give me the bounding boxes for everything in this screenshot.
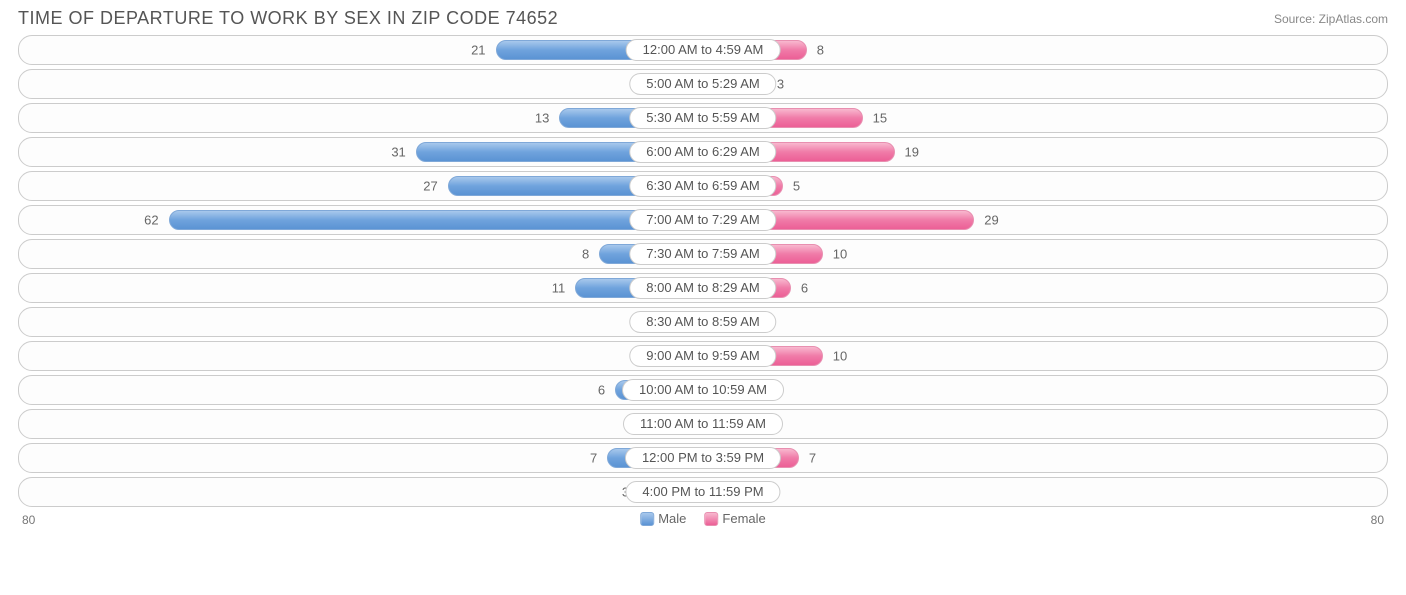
male-value-label: 21	[471, 43, 485, 58]
male-value-label: 8	[582, 247, 589, 262]
female-value-label: 10	[833, 349, 847, 364]
category-label: 11:00 AM to 11:59 AM	[623, 413, 783, 435]
male-half: 2	[19, 308, 703, 336]
chart-row: 31 19 6:00 AM to 6:29 AM	[18, 137, 1388, 167]
male-value-label: 27	[423, 179, 437, 194]
female-value-label: 8	[817, 43, 824, 58]
category-label: 5:30 AM to 5:59 AM	[629, 107, 776, 129]
male-value-label: 6	[598, 383, 605, 398]
chart-row: 62 29 7:00 AM to 7:29 AM	[18, 205, 1388, 235]
category-label: 8:00 AM to 8:29 AM	[629, 277, 776, 299]
chart-source: Source: ZipAtlas.com	[1274, 12, 1388, 26]
male-value-label: 62	[144, 213, 158, 228]
chart-footer: 80 Male Female 80	[0, 511, 1406, 535]
female-value-label: 15	[873, 111, 887, 126]
category-label: 7:30 AM to 7:59 AM	[629, 243, 776, 265]
male-half: 27	[19, 172, 703, 200]
chart-row: 2 10 9:00 AM to 9:59 AM	[18, 341, 1388, 371]
female-half: 15	[703, 104, 1387, 132]
chart-row: 7 7 12:00 PM to 3:59 PM	[18, 443, 1388, 473]
male-half: 13	[19, 104, 703, 132]
female-half: 8	[703, 36, 1387, 64]
male-half: 11	[19, 274, 703, 302]
chart-row: 8 10 7:30 AM to 7:59 AM	[18, 239, 1388, 269]
male-half: 3	[19, 478, 703, 506]
chart-row: 21 8 12:00 AM to 4:59 AM	[18, 35, 1388, 65]
female-value-label: 5	[793, 179, 800, 194]
female-half: 29	[703, 206, 1387, 234]
male-half: 2	[19, 70, 703, 98]
female-half: 3	[703, 376, 1387, 404]
swatch-female-icon	[704, 512, 718, 526]
male-half: 0	[19, 410, 703, 438]
chart-row: 314:00 PM to 11:59 PM	[18, 477, 1388, 507]
male-value-label: 11	[552, 281, 566, 296]
female-value-label: 10	[833, 247, 847, 262]
chart-legend: Male Female	[640, 511, 766, 526]
category-label: 6:30 AM to 6:59 AM	[629, 175, 776, 197]
chart-row: 0011:00 AM to 11:59 AM	[18, 409, 1388, 439]
male-half: 2	[19, 342, 703, 370]
chart-row: 2 35:00 AM to 5:29 AM	[18, 69, 1388, 99]
female-half: 1	[703, 478, 1387, 506]
category-label: 5:00 AM to 5:29 AM	[629, 73, 776, 95]
female-value-label: 19	[905, 145, 919, 160]
male-half: 6	[19, 376, 703, 404]
male-value-label: 7	[590, 451, 597, 466]
male-half: 31	[19, 138, 703, 166]
female-half: 0	[703, 308, 1387, 336]
chart-row: 6 310:00 AM to 10:59 AM	[18, 375, 1388, 405]
male-half: 8	[19, 240, 703, 268]
female-value-label: 3	[777, 77, 784, 92]
chart-header: TIME OF DEPARTURE TO WORK BY SEX IN ZIP …	[0, 0, 1406, 33]
female-value-label: 7	[809, 451, 816, 466]
female-half: 19	[703, 138, 1387, 166]
male-value-label: 13	[535, 111, 549, 126]
legend-female: Female	[704, 511, 765, 526]
legend-female-label: Female	[722, 511, 765, 526]
male-half: 7	[19, 444, 703, 472]
female-half: 10	[703, 240, 1387, 268]
axis-max-left: 80	[22, 513, 35, 527]
legend-male: Male	[640, 511, 686, 526]
category-label: 6:00 AM to 6:29 AM	[629, 141, 776, 163]
chart-row: 13 15 5:30 AM to 5:59 AM	[18, 103, 1388, 133]
male-value-label: 31	[391, 145, 405, 160]
chart-row: 208:30 AM to 8:59 AM	[18, 307, 1388, 337]
category-label: 7:00 AM to 7:29 AM	[629, 209, 776, 231]
chart-row: 11 6 8:00 AM to 8:29 AM	[18, 273, 1388, 303]
legend-male-label: Male	[658, 511, 686, 526]
male-half: 62	[19, 206, 703, 234]
male-half: 21	[19, 36, 703, 64]
category-label: 8:30 AM to 8:59 AM	[629, 311, 776, 333]
category-label: 12:00 AM to 4:59 AM	[626, 39, 781, 61]
axis-max-right: 80	[1371, 513, 1384, 527]
chart-row: 27 5 6:30 AM to 6:59 AM	[18, 171, 1388, 201]
chart-area: 21812:00 AM to 4:59 AM235:00 AM to 5:29 …	[0, 33, 1406, 507]
female-half: 3	[703, 70, 1387, 98]
female-half: 7	[703, 444, 1387, 472]
category-label: 12:00 PM to 3:59 PM	[625, 447, 781, 469]
female-half: 10	[703, 342, 1387, 370]
swatch-male-icon	[640, 512, 654, 526]
category-label: 4:00 PM to 11:59 PM	[625, 481, 780, 503]
female-value-label: 6	[801, 281, 808, 296]
male-bar	[169, 210, 703, 230]
chart-title: TIME OF DEPARTURE TO WORK BY SEX IN ZIP …	[18, 8, 558, 29]
female-value-label: 29	[984, 213, 998, 228]
category-label: 9:00 AM to 9:59 AM	[629, 345, 776, 367]
female-half: 0	[703, 410, 1387, 438]
female-half: 6	[703, 274, 1387, 302]
female-half: 5	[703, 172, 1387, 200]
category-label: 10:00 AM to 10:59 AM	[622, 379, 784, 401]
